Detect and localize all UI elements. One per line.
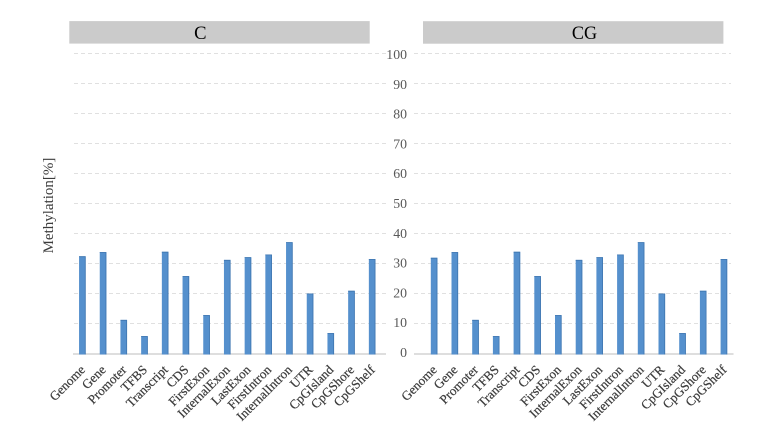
svg-text:0: 0	[400, 345, 407, 360]
svg-text:90: 90	[393, 77, 407, 92]
svg-text:Methylation[%]: Methylation[%]	[41, 158, 57, 254]
svg-text:100: 100	[386, 47, 407, 62]
svg-text:60: 60	[393, 166, 407, 181]
svg-text:40: 40	[393, 226, 407, 241]
svg-text:C: C	[194, 24, 206, 44]
svg-text:80: 80	[393, 107, 407, 122]
svg-text:CG: CG	[572, 24, 597, 44]
svg-text:70: 70	[393, 136, 407, 151]
svg-text:50: 50	[393, 196, 407, 211]
svg-text:20: 20	[393, 285, 407, 300]
svg-text:10: 10	[393, 315, 407, 330]
svg-text:30: 30	[393, 256, 407, 271]
